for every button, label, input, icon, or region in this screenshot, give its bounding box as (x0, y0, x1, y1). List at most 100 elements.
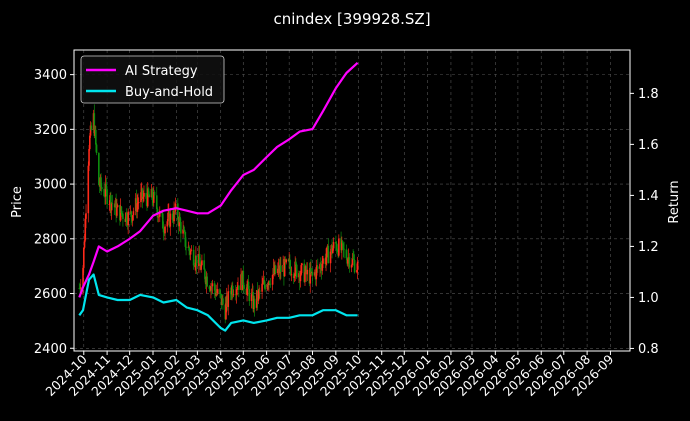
left-tick-label: 3400 (34, 68, 67, 83)
candle-body (345, 249, 348, 259)
candle-body (82, 267, 84, 288)
candle-body (201, 260, 203, 266)
left-tick-label: 2800 (34, 232, 67, 247)
right-tick-label: 1.4 (638, 189, 659, 204)
candle-body (136, 203, 138, 212)
candle-body (295, 261, 297, 265)
chart-title: cnindex [399928.SZ] (273, 10, 430, 28)
candle-body (248, 288, 251, 302)
left-axis-label: Price (10, 186, 25, 218)
candle-body (225, 303, 227, 320)
candle-body (343, 248, 345, 250)
candle-body (293, 276, 296, 279)
candle-body (93, 113, 96, 136)
right-axis: 0.8 1.0 1.2 1.4 1.6 1.8 (630, 87, 659, 357)
candle-body (146, 188, 149, 207)
candle-body (104, 196, 106, 197)
candle-body (269, 283, 272, 285)
candle-body (79, 287, 82, 289)
candle-body (101, 187, 103, 190)
left-tick-label: 3200 (34, 123, 67, 138)
candle-body (242, 270, 245, 286)
candle-body (268, 281, 271, 284)
candle-body (88, 148, 90, 166)
candle-body (243, 285, 245, 289)
candle-body (335, 242, 337, 244)
candle-body (306, 269, 309, 275)
candle-body (266, 284, 269, 290)
candle-body (166, 221, 169, 227)
candle-body (137, 202, 140, 203)
candle-body (203, 260, 205, 270)
candle-body (103, 189, 105, 197)
candle-body (177, 203, 179, 220)
candle-body (98, 153, 100, 186)
candle-body (90, 125, 93, 130)
candle-body (235, 289, 238, 295)
candle-body (250, 294, 253, 302)
candle-body (236, 288, 239, 290)
candle-body (208, 286, 211, 289)
candle-body (246, 287, 248, 295)
candle-body (325, 247, 328, 258)
candle-body (356, 270, 358, 273)
candle-body (299, 274, 302, 282)
candle-body (145, 192, 148, 199)
candle-body (341, 241, 344, 244)
candle-body (179, 216, 181, 223)
candle-body (289, 267, 292, 275)
candle-body (147, 188, 150, 195)
candle-body (335, 243, 338, 251)
candle-body (188, 246, 190, 251)
candle-body (190, 249, 193, 251)
candle-body (180, 222, 182, 234)
candle-body (151, 188, 154, 200)
candle-body (152, 191, 155, 203)
candle-body (192, 249, 195, 266)
candle-body (88, 135, 91, 149)
candle-body (210, 286, 213, 287)
candle-body (116, 207, 118, 216)
candle-body (300, 265, 303, 275)
candle-body (108, 204, 111, 205)
legend: AI Strategy Buy-and-Hold (80, 55, 225, 104)
candle-body (341, 241, 343, 251)
candle-body (348, 257, 351, 268)
candle-body (95, 129, 97, 145)
right-tick-label: 1.0 (638, 291, 659, 306)
candle-body (253, 298, 256, 308)
candle-body (83, 240, 86, 248)
candle-body (277, 268, 279, 274)
candle-body (105, 184, 108, 190)
x-axis: 2024-102024-112024-122025-012025-022025-… (42, 351, 617, 399)
candle-body (142, 196, 145, 199)
candle-body (85, 213, 87, 219)
candle-body (148, 194, 151, 198)
candle-body (352, 258, 354, 260)
candle-body (338, 238, 340, 256)
candle-body (237, 285, 240, 290)
candle-body (353, 260, 356, 273)
right-axis-label: Return (667, 180, 682, 223)
candle-body (153, 191, 156, 196)
candle-body (131, 215, 134, 221)
candle-body (289, 259, 291, 268)
candle-body (194, 265, 196, 267)
candle-body (119, 206, 122, 221)
candle-body (89, 125, 92, 136)
candle-body (189, 250, 192, 255)
series-line-ai-strategy (78, 61, 359, 298)
candle-body (116, 205, 119, 208)
candle-body (319, 264, 322, 269)
candle-body (356, 261, 359, 271)
candle-body (311, 271, 314, 276)
candle-body (167, 212, 169, 222)
candles (78, 104, 359, 324)
candle-body (295, 264, 298, 278)
candle-body (216, 289, 219, 294)
candle-body (210, 286, 212, 291)
candle-body (110, 195, 112, 211)
series-line-buy-and-hold (78, 273, 358, 332)
candle-body (274, 265, 277, 274)
candle-body (182, 229, 184, 234)
